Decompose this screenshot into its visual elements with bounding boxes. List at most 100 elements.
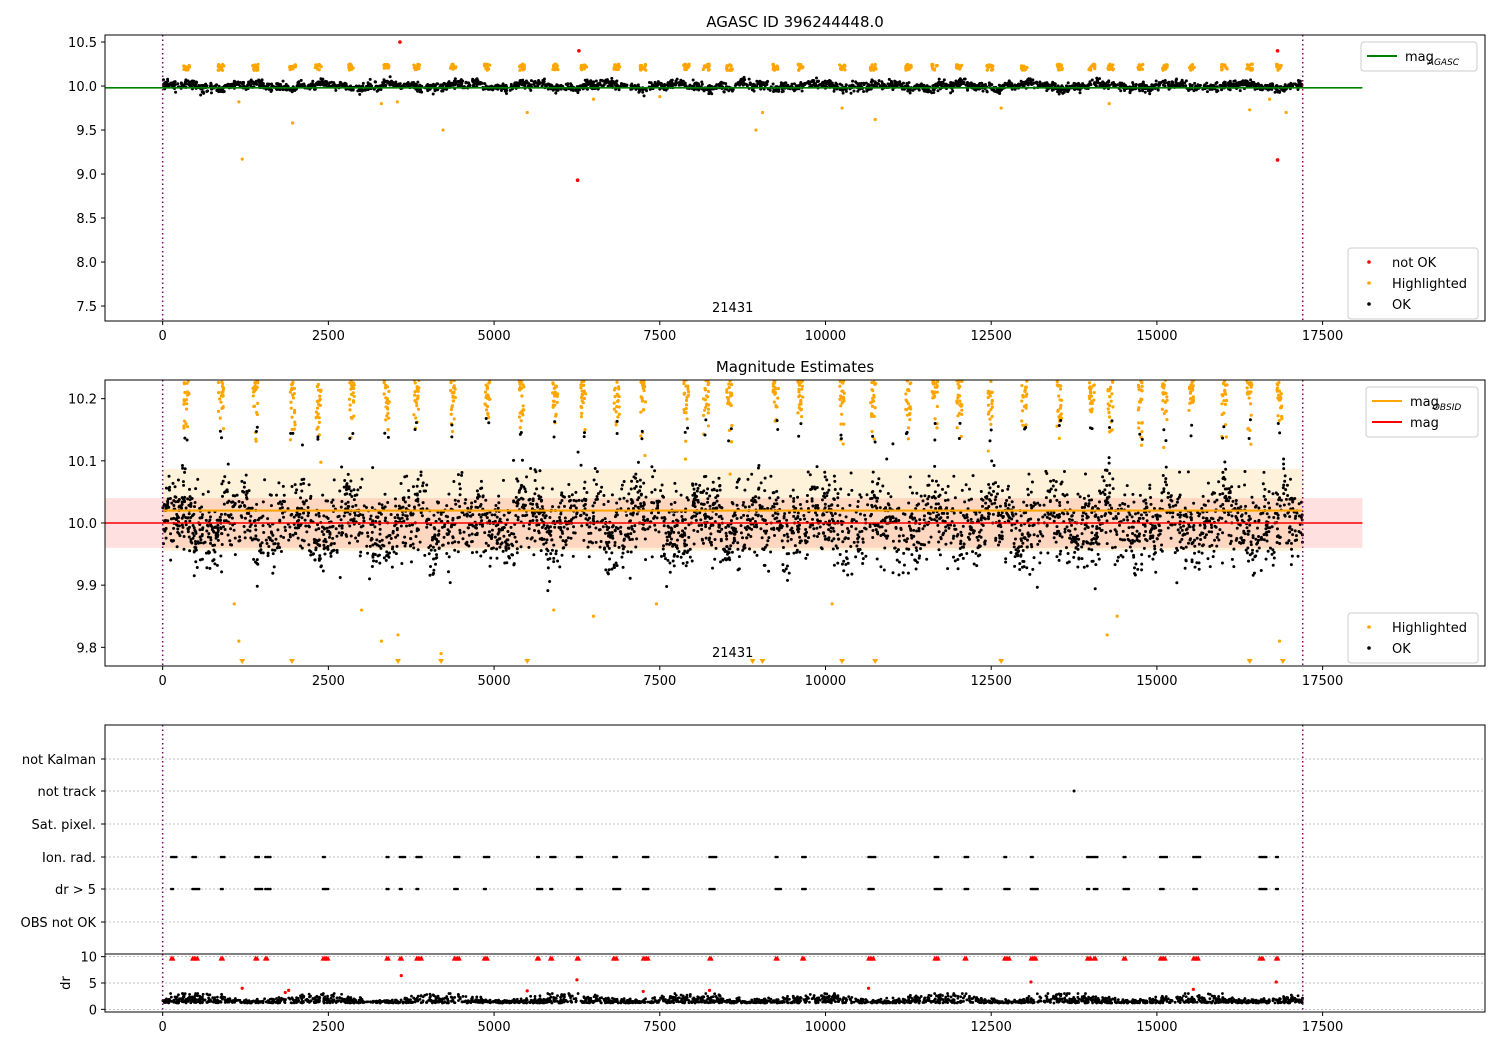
ok-point [810,499,814,503]
highlighted-point [638,64,642,68]
ok-point [306,514,310,518]
ok-point [1273,511,1277,515]
ok-point [220,532,224,536]
ok-point [1245,79,1249,83]
highlighted-point [554,62,558,66]
ok-point [730,550,734,554]
highlighted-point [640,66,644,70]
ok-point [645,89,649,93]
ok-point [968,487,972,491]
ok-point [1087,502,1091,506]
ok-point [620,555,624,559]
ok-point [399,524,403,528]
ok-point [944,83,948,87]
ok-point [899,82,903,86]
ok-point [1096,516,1100,520]
ok-point [484,541,488,545]
legend-marker [1367,302,1371,306]
ok-point [1183,84,1187,88]
ok-point [722,90,726,94]
ok-point [1134,562,1138,566]
y-tick-label: 9.5 [76,124,97,139]
ok-point [714,512,718,516]
ok-point [1070,514,1074,518]
ok-point [466,506,470,510]
ok-point [343,479,347,483]
ok-point [471,524,475,528]
ok-point [186,497,190,501]
ok-point [389,81,393,85]
ok-point [1004,504,1008,508]
ok-point [796,511,800,515]
ok-point [322,543,326,547]
ok-point [735,485,739,489]
ok-point [1031,524,1035,528]
ok-point [849,91,853,95]
ok-point [897,506,901,510]
ok-point [1171,511,1175,515]
ok-point [445,551,449,555]
ok-point [891,442,895,446]
ok-point [1033,502,1037,506]
highlighted-point [316,67,320,71]
ok-point [565,83,569,87]
ok-point [1212,549,1216,553]
ok-point [418,90,422,94]
ok-point [1132,500,1136,504]
highlighted-point [760,110,765,115]
highlighted-point [256,62,260,66]
ok-point [1171,504,1175,508]
ok-point [1128,91,1132,95]
ok-point [194,487,198,491]
ok-point [1090,531,1094,535]
ok-point [299,496,303,500]
highlighted-point [954,65,959,70]
ok-point [540,505,544,509]
ok-point [229,513,233,517]
ok-point [1251,548,1255,552]
ok-point [259,83,263,87]
ok-point [633,504,637,508]
ok-point [368,77,372,81]
plot-area [105,380,1363,666]
ok-point [494,524,498,528]
ok-point [985,89,989,93]
highlighted-point [1060,66,1064,71]
ok-point [873,84,877,88]
highlighted-point [521,68,525,72]
ok-point [219,89,223,93]
ok-point [735,503,739,507]
ok-point [206,535,210,539]
ok-point [421,484,425,488]
ok-point [704,536,708,540]
ok-point [616,527,620,531]
ok-point [729,544,733,548]
ok-point [1032,533,1036,537]
ok-point [1039,532,1043,536]
ok-point [1066,500,1070,504]
ok-point [479,554,483,558]
ok-point [600,78,604,82]
ok-point [1101,475,1105,479]
not-ok-point [1275,49,1280,53]
ok-point [164,83,168,87]
ok-point [378,532,382,536]
ok-point [1041,515,1045,519]
ok-point [357,532,361,536]
ok-point [1211,555,1215,559]
highlighted-point [519,64,523,69]
ok-point [860,81,864,85]
ok-point [1105,542,1109,546]
ok-point [614,561,618,565]
ok-point [431,535,435,539]
ok-point [1094,504,1098,508]
ok-point [294,491,298,495]
ok-point [782,533,786,537]
ok-point [850,524,854,528]
ok-point [1298,79,1302,83]
ok-point [1019,545,1023,549]
ok-point [562,525,566,529]
ok-point [856,499,860,503]
ok-point [949,81,953,85]
ok-point [300,489,304,493]
